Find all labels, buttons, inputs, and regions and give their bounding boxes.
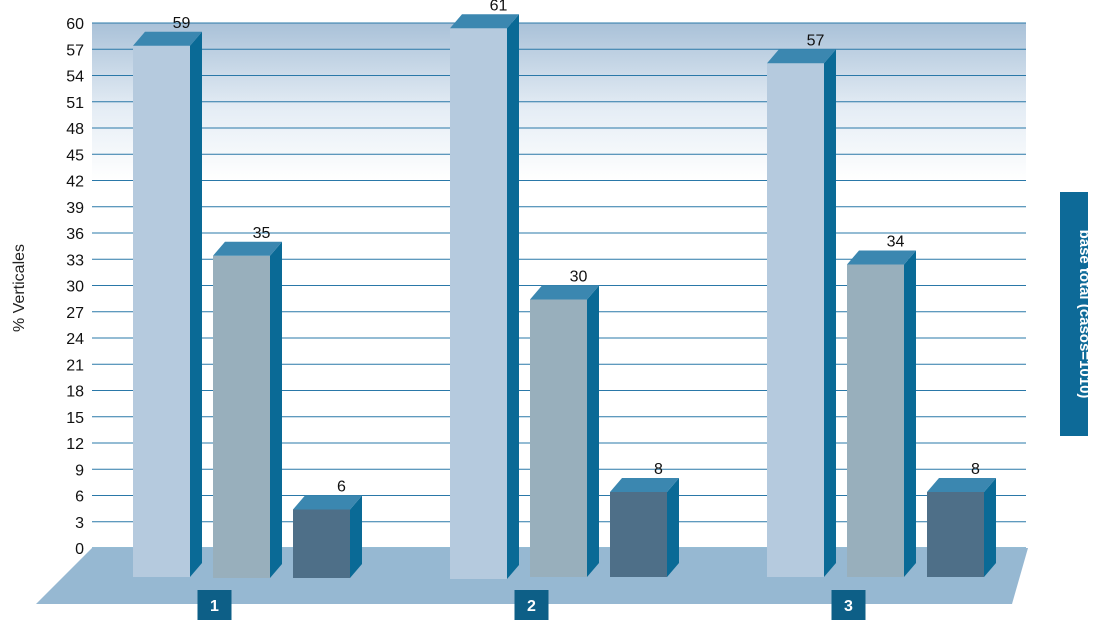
- bar-top: [767, 49, 836, 64]
- data-label: 34: [887, 234, 905, 251]
- y-tick-label: 12: [66, 436, 84, 453]
- y-tick-label: 36: [66, 226, 84, 243]
- bar-side: [190, 31, 202, 577]
- bar: [133, 45, 190, 577]
- bar-side: [350, 495, 362, 578]
- y-tick-label: 51: [66, 95, 84, 112]
- data-label: 8: [971, 461, 980, 478]
- y-tick-label: 18: [66, 384, 84, 401]
- bars: [133, 14, 996, 579]
- y-tick-label: 3: [75, 515, 84, 532]
- category-label: 2: [527, 598, 536, 615]
- bar-side: [507, 14, 519, 579]
- side-note-text: base total (casos=1010): [1076, 230, 1093, 399]
- y-tick-label: 45: [66, 147, 84, 164]
- bar-side: [587, 285, 599, 577]
- y-tick-label: 54: [66, 69, 84, 86]
- y-tick-label: 27: [66, 305, 84, 322]
- bar-side: [270, 241, 282, 578]
- category-box: [514, 590, 549, 620]
- bar-top: [293, 495, 362, 510]
- y-tick-label: 57: [66, 42, 84, 59]
- data-label: 30: [570, 269, 588, 286]
- bar-top: [530, 285, 599, 300]
- y-tick-label: 48: [66, 121, 84, 138]
- side-note-box: base total (casos=1010): [1060, 192, 1093, 436]
- bar: [450, 28, 507, 579]
- y-tick-label: 60: [66, 16, 84, 33]
- value-labels: 59 35 6 61 30 8 57 34 8: [173, 0, 980, 496]
- category-box: [197, 590, 232, 620]
- bar-top: [133, 31, 202, 46]
- bar-top: [847, 250, 916, 265]
- bar-top: [450, 14, 519, 29]
- bar-side: [904, 250, 916, 577]
- y-tick-label: 39: [66, 200, 84, 217]
- data-label: 35: [253, 225, 271, 242]
- bar: [530, 299, 587, 577]
- y-axis-label: % Verticales: [11, 244, 28, 332]
- bar: [610, 492, 667, 577]
- bar: [293, 509, 350, 578]
- y-tick-label: 0: [75, 541, 84, 558]
- y-tick-label: 21: [66, 357, 84, 374]
- y-tick-label: 24: [66, 331, 84, 348]
- data-label: 61: [490, 0, 508, 14]
- data-label: 59: [173, 15, 191, 32]
- category-labels: 1 2 3: [197, 590, 866, 620]
- bar-side: [667, 478, 679, 577]
- data-label: 8: [654, 461, 663, 478]
- category-label: 1: [210, 598, 219, 615]
- bar: [213, 255, 270, 578]
- y-tick-label: 6: [75, 489, 84, 506]
- y-tick-label: 15: [66, 410, 84, 427]
- bar: [767, 63, 824, 577]
- data-label: 6: [337, 479, 346, 496]
- y-tick-label: 30: [66, 279, 84, 296]
- bar-side: [824, 49, 836, 577]
- y-tick-label: 33: [66, 252, 84, 269]
- category-label: 3: [844, 598, 853, 615]
- y-tick-label: 42: [66, 174, 84, 191]
- bar-top: [213, 241, 282, 256]
- data-label: 57: [807, 32, 825, 49]
- bar-side: [984, 478, 996, 577]
- bar: [847, 264, 904, 577]
- bar: [927, 492, 984, 577]
- bar-top: [610, 478, 679, 492]
- bar-top: [927, 478, 996, 492]
- y-tick-label: 9: [75, 462, 84, 479]
- category-box: [831, 590, 866, 620]
